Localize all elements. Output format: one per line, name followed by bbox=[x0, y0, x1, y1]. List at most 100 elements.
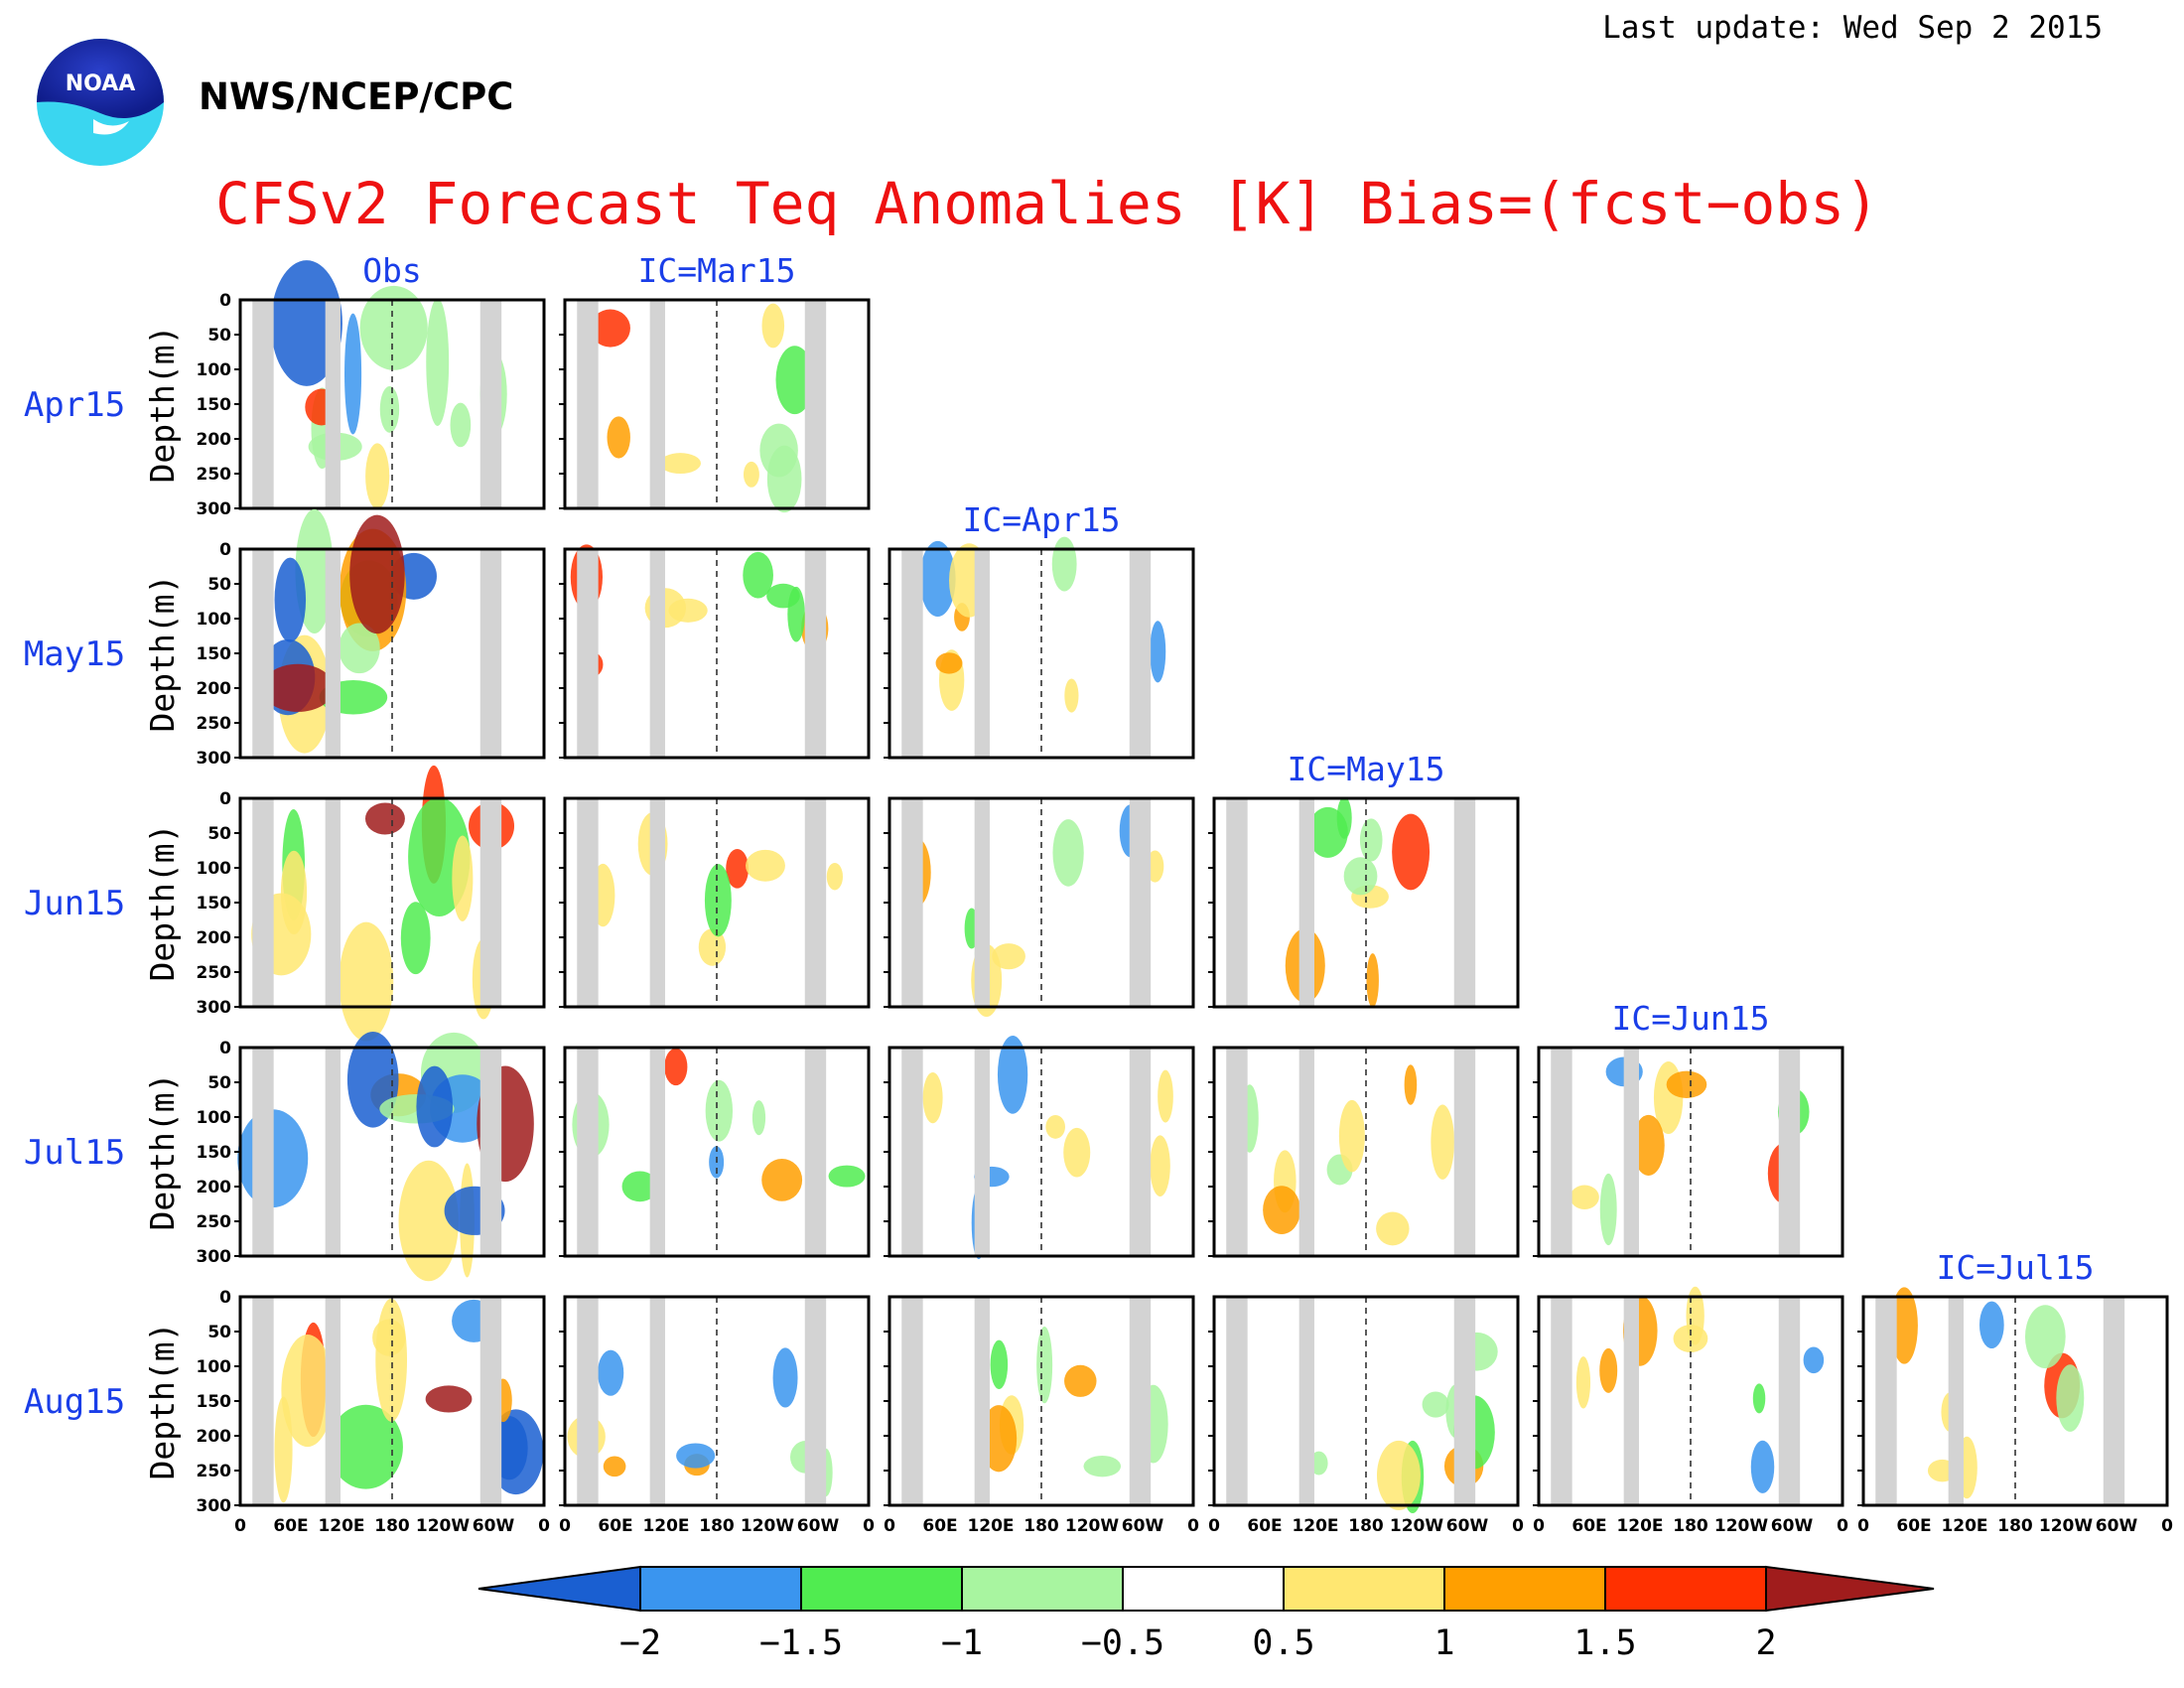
heatmap-panel: IC=Jun15 bbox=[1533, 999, 1844, 1258]
y-tick-label: 150 bbox=[197, 644, 232, 664]
land-mask bbox=[479, 300, 502, 508]
land-mask bbox=[479, 1297, 502, 1505]
land-mask bbox=[649, 1297, 665, 1505]
x-tick-label: 0 bbox=[234, 1516, 246, 1536]
x-tick-label: 0 bbox=[2161, 1516, 2173, 1536]
x-tick-label: 0 bbox=[1187, 1516, 1199, 1536]
agency-label: NWS/NCEP/CPC bbox=[199, 75, 514, 118]
colorbar-segment bbox=[1122, 1566, 1285, 1612]
x-tick-label: 120W bbox=[1390, 1516, 1443, 1536]
land-mask bbox=[1875, 1297, 1897, 1505]
x-tick-label: 60W bbox=[2096, 1516, 2138, 1536]
colorbar: −2 −1.5 −1 −0.5 0.5 1 1.5 2 bbox=[478, 1565, 1935, 1663]
land-mask bbox=[1623, 1297, 1639, 1505]
x-tick-label: 180 bbox=[1024, 1516, 1059, 1536]
land-mask bbox=[252, 300, 274, 508]
land-mask bbox=[1453, 798, 1476, 1007]
land-mask bbox=[479, 798, 502, 1007]
x-tick-label: 180 bbox=[699, 1516, 735, 1536]
land-mask bbox=[1226, 798, 1248, 1007]
x-tick-label: 180 bbox=[1673, 1516, 1708, 1536]
colorbar-label: −2 bbox=[619, 1623, 661, 1663]
x-tick-label: 180 bbox=[374, 1516, 410, 1536]
y-tick-label: 50 bbox=[207, 575, 231, 595]
land-mask bbox=[2103, 1297, 2125, 1505]
y-axis-label: Depth(m) bbox=[143, 1073, 182, 1231]
y-tick-label: 250 bbox=[197, 465, 232, 485]
panel-row: Jul15 Depth(m) 0 50 100 150 200 250 300 IC=Jun15 bbox=[24, 999, 1844, 1282]
land-mask bbox=[901, 549, 923, 758]
row-label: Jun15 bbox=[24, 884, 125, 923]
land-mask bbox=[901, 1048, 923, 1256]
land-mask bbox=[325, 300, 341, 508]
heatmap-panel bbox=[559, 796, 871, 1009]
y-tick-label: 200 bbox=[197, 1178, 232, 1197]
x-tick-label: 0 bbox=[559, 1516, 571, 1536]
land-mask bbox=[252, 798, 274, 1007]
x-tick-label: 120E bbox=[1616, 1516, 1663, 1536]
land-mask bbox=[649, 300, 665, 508]
x-tick-label: 120W bbox=[2039, 1516, 2093, 1536]
colorbar-segment bbox=[639, 1566, 802, 1612]
y-tick-label: 50 bbox=[207, 326, 231, 346]
land-mask bbox=[649, 798, 665, 1007]
x-tick-label: 120W bbox=[416, 1516, 470, 1536]
land-mask bbox=[1226, 1048, 1248, 1256]
colorbar-label: 1 bbox=[1433, 1623, 1454, 1663]
land-mask bbox=[1298, 1048, 1314, 1256]
land-mask bbox=[649, 549, 665, 758]
y-tick-label: 50 bbox=[207, 1073, 231, 1093]
logo-text: NOAA bbox=[66, 71, 136, 96]
land-mask bbox=[804, 300, 827, 508]
x-tick-label: 120E bbox=[1292, 1516, 1338, 1536]
row-label: Aug15 bbox=[24, 1382, 125, 1422]
heatmap-panel: 0 60E 120E 180 120W 60W 0 bbox=[1208, 1295, 1524, 1536]
heatmap-panel bbox=[234, 508, 546, 760]
x-tick-label: 0 bbox=[884, 1516, 895, 1536]
land-mask bbox=[649, 1048, 665, 1256]
colorbar-segment bbox=[1443, 1566, 1606, 1612]
land-mask bbox=[974, 798, 990, 1007]
last-update: Last update: Wed Sep 2 2015 bbox=[1602, 10, 2103, 46]
x-tick-label: 120W bbox=[1065, 1516, 1119, 1536]
heatmap-panel: 0 60E 120E 180 120W 60W 0 bbox=[1533, 1286, 1848, 1536]
x-tick-label: 0 bbox=[1512, 1516, 1524, 1536]
land-mask bbox=[577, 1048, 599, 1256]
x-tick-label: 120W bbox=[741, 1516, 794, 1536]
y-tick-label: 200 bbox=[197, 928, 232, 948]
land-mask bbox=[804, 549, 827, 758]
land-mask bbox=[1298, 798, 1314, 1007]
x-tick-label: 60E bbox=[922, 1516, 957, 1536]
x-tick-label: 120E bbox=[318, 1516, 364, 1536]
y-tick-label: 100 bbox=[197, 360, 232, 380]
x-tick-label: 180 bbox=[1997, 1516, 2033, 1536]
y-tick-label: 100 bbox=[197, 859, 232, 879]
y-tick-label: 0 bbox=[219, 1039, 231, 1058]
y-axis-label: Depth(m) bbox=[143, 824, 182, 982]
x-tick-label: 0 bbox=[1857, 1516, 1869, 1536]
heatmap-panel bbox=[884, 1036, 1195, 1260]
land-mask bbox=[974, 1048, 990, 1256]
row-label: Apr15 bbox=[24, 385, 125, 425]
y-tick-label: 150 bbox=[197, 1392, 232, 1412]
heatmap-panel bbox=[884, 796, 1195, 1018]
colorbar-arrow-low bbox=[478, 1565, 641, 1613]
noaa-logo: NOAA bbox=[37, 39, 164, 166]
y-axis-label: Depth(m) bbox=[143, 326, 182, 484]
x-tick-label: 60W bbox=[1446, 1516, 1489, 1536]
x-tick-label: 60W bbox=[473, 1516, 515, 1536]
panel-row: Apr15 Depth(m) 0 50 100 150 200 250 300 Obs IC=Mar… bbox=[24, 251, 871, 519]
land-mask bbox=[577, 549, 599, 758]
heatmap-panel: IC=Mar15 bbox=[559, 251, 871, 513]
colorbar-segment bbox=[1283, 1566, 1445, 1612]
y-tick-label: 250 bbox=[197, 1462, 232, 1481]
heatmap-panel: 0 60E 120E 180 120W 60W 0 bbox=[884, 1295, 1199, 1536]
y-tick-label: 150 bbox=[197, 395, 232, 415]
land-mask bbox=[252, 1297, 274, 1505]
colorbar-label: −1 bbox=[941, 1623, 983, 1663]
land-mask bbox=[901, 798, 923, 1007]
heatmap-panel bbox=[234, 765, 546, 1042]
y-axis-label: Depth(m) bbox=[143, 575, 182, 733]
x-tick-label: 120E bbox=[642, 1516, 689, 1536]
